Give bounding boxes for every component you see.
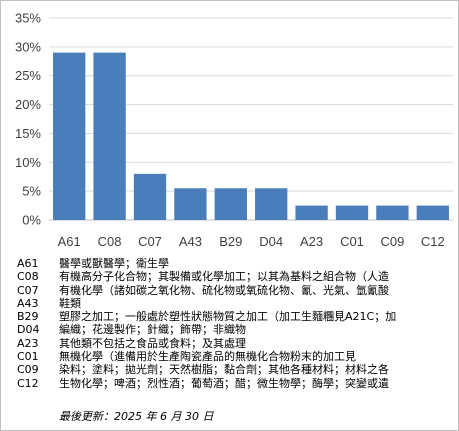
legend-row: B29 塑膠之加工；一般處於塑性狀態物質之加工（加工生麵糰見A21C；加 <box>17 310 455 323</box>
y-tick-label: 25% <box>15 68 41 83</box>
legend-row: C09 染料；塗料；拋光劑；天然樹脂；黏合劑；其他各種材料；材料之各 <box>17 363 455 376</box>
x-tick-label: C01 <box>340 234 364 249</box>
legend-row: D04 編織；花邊製作；針織；飾帶；非織物 <box>17 323 455 336</box>
legend-description: 無機化學（進備用於生產陶瓷產品的無機化合物粉末的加工見 <box>59 350 356 364</box>
legend-description: 生物化學；啤酒；烈性酒；葡萄酒；醋；微生物學；酶學；突變或遺 <box>59 376 389 390</box>
x-tick-label: B29 <box>219 234 242 249</box>
y-tick-label: 35% <box>15 11 41 26</box>
legend-code: C09 <box>17 363 39 377</box>
x-tick-label: A61 <box>58 234 81 249</box>
legend-row: A43 鞋類 <box>17 297 455 310</box>
bar-b29 <box>214 188 247 220</box>
legend-description: 塑膠之加工；一般處於塑性狀態物質之加工（加工生麵糰見A21C；加 <box>59 310 397 324</box>
legend-description: 醫學或獸醫學；衛生學 <box>59 257 169 270</box>
legend-code: D04 <box>17 323 40 337</box>
y-tick-label: 5% <box>22 184 41 199</box>
legend-code: C01 <box>17 350 39 364</box>
x-tick-label: A43 <box>179 234 202 249</box>
legend-description: 有機化學（諸如碳之氧化物、硫化物或氧硫化物、氰、光氣、氫氰酸 <box>59 283 389 297</box>
legend-row: A23 其他類不包括之食品或食料；及其處理 <box>17 337 455 350</box>
legend-code: C08 <box>17 270 39 284</box>
legend-description: 有機高分子化合物；其製備或化學加工；以其為基料之組合物（人造 <box>59 270 389 284</box>
legend-code: C07 <box>17 283 39 297</box>
legend-code: A61 <box>17 257 39 270</box>
y-tick-label: 30% <box>15 39 41 54</box>
legend-row: A61 醫學或獸醫學；衛生學 <box>17 257 455 270</box>
category-legend: A61 醫學或獸醫學；衛生學 C08 有機高分子化合物；其製備或化學加工；以其為基料之… <box>17 257 455 390</box>
x-tick-label: C07 <box>138 234 162 249</box>
legend-description: 編織；花邊製作；針織；飾帶；非織物 <box>59 323 246 337</box>
last-updated-note: 最後更新：2025 年 6 月 30 日 <box>59 410 214 423</box>
legend-code: A43 <box>17 296 39 310</box>
y-tick-label: 20% <box>15 97 41 112</box>
x-tick-label: A23 <box>300 234 323 249</box>
legend-code: C12 <box>17 376 39 390</box>
y-tick-label: 15% <box>15 126 41 141</box>
legend-code: A23 <box>17 336 39 350</box>
y-tick-label: 0% <box>22 213 41 228</box>
legend-row: C07 有機化學（諸如碳之氧化物、硫化物或氧硫化物、氰、光氣、氫氰酸 <box>17 284 455 297</box>
x-tick-label: C09 <box>380 234 404 249</box>
legend-row: C12 生物化學；啤酒；烈性酒；葡萄酒；醋；微生物學；酶學；突變或遺 <box>17 377 455 390</box>
legend-code: B29 <box>17 310 39 324</box>
bar-c08 <box>93 52 126 220</box>
legend-row: C08 有機高分子化合物；其製備或化學加工；以其為基料之組合物（人造 <box>17 270 455 283</box>
x-tick-label: C08 <box>98 234 122 249</box>
bar-a23 <box>295 205 328 220</box>
legend-row: C01 無機化學（進備用於生產陶瓷產品的無機化合物粉末的加工見 <box>17 350 455 363</box>
legend-description: 其他類不包括之食品或食料；及其處理 <box>59 336 246 350</box>
y-tick-label: 10% <box>15 155 41 170</box>
bar-chart: 0% 5% 10% 15% 20% 25% 30% 35% A61 C08 C07 A43 B29 D0… <box>15 11 453 249</box>
legend-description: 染料；塗料；拋光劑；天然樹脂；黏合劑；其他各種材料；材料之各 <box>59 363 389 377</box>
bar-d04 <box>255 188 288 220</box>
legend-description: 鞋類 <box>59 296 81 310</box>
bar-a61 <box>53 52 86 220</box>
x-tick-label: C12 <box>421 234 445 249</box>
bar-c09 <box>376 205 409 220</box>
bar-a43 <box>174 188 207 220</box>
bar-c12 <box>416 205 449 220</box>
x-tick-label: D04 <box>259 234 283 249</box>
bar-c07 <box>133 173 167 220</box>
bar-c01 <box>335 205 369 220</box>
